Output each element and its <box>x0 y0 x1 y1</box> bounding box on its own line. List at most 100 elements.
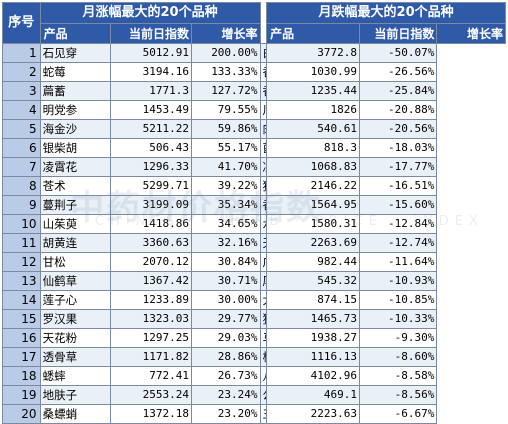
falling-product-index: 3772.8 <box>266 43 361 63</box>
left-col-rate-header: 增长率 <box>191 23 261 44</box>
row-index: 20 <box>2 404 41 424</box>
falling-product-name: 八角茴香 <box>259 366 268 386</box>
falling-product-name: 肉豆蔻 <box>259 119 268 139</box>
rising-product-name: 地肤子 <box>39 385 112 405</box>
rising-product-name: 山茱萸 <box>39 214 112 234</box>
falling-product-index: 1938.27 <box>266 328 361 348</box>
rising-product-name: 莲子心 <box>39 290 112 310</box>
falling-product-index: 1564.95 <box>266 195 361 215</box>
right-table-title: 月跌幅最大的20个品种 <box>266 2 506 24</box>
column-header-row: 产品 当前日指数 增长率 产品 当前日指数 增长率 <box>3 23 506 44</box>
rising-product-rate: 55.17% <box>191 138 261 158</box>
falling-product-name: 公丁香 <box>259 385 268 405</box>
falling-product-name: 狗脊 <box>259 309 268 329</box>
rising-product-index: 1453.49 <box>110 100 192 120</box>
rising-product-index: 1297.25 <box>110 328 192 348</box>
rising-product-index: 3194.16 <box>110 62 192 82</box>
falling-product-name: 白豆蔻 <box>259 43 268 63</box>
rising-product-rate: 34.65% <box>191 214 261 234</box>
rising-product-rate: 29.03% <box>191 328 261 348</box>
row-index: 18 <box>2 366 41 386</box>
rising-product-index: 2070.12 <box>110 252 192 272</box>
row-index: 3 <box>2 81 41 101</box>
rising-product-index: 3199.09 <box>110 195 192 215</box>
rising-product-name: 海金沙 <box>39 119 112 139</box>
rising-product-name: 甘松 <box>39 252 112 272</box>
falling-product-index: 545.32 <box>266 271 361 291</box>
falling-product-index: 4102.96 <box>266 366 361 386</box>
falling-product-name: 蓖麻子 <box>259 138 268 158</box>
rising-product-name: 天花粉 <box>39 328 112 348</box>
rising-product-name: 石见穿 <box>39 43 112 63</box>
rising-product-index: 2553.24 <box>110 385 192 405</box>
falling-product-rate: -20.88% <box>359 100 438 120</box>
rising-product-rate: 200.00% <box>191 43 261 63</box>
falling-product-rate: -50.07% <box>359 43 438 63</box>
rising-product-rate: 59.86% <box>191 119 261 139</box>
rising-product-index: 1323.03 <box>110 309 192 329</box>
row-index: 14 <box>2 290 41 310</box>
falling-product-rate: -10.93% <box>359 271 438 291</box>
rising-product-index: 1171.82 <box>110 347 192 367</box>
row-index: 19 <box>2 385 41 405</box>
row-index: 16 <box>2 328 41 348</box>
falling-product-name: 板蓝根 <box>259 347 268 367</box>
falling-product-rate: -16.51% <box>359 176 438 196</box>
falling-product-index: 540.61 <box>266 119 361 139</box>
falling-product-name: 川牛膝 <box>259 100 268 120</box>
falling-product-rate: -17.77% <box>359 157 438 177</box>
rising-product-index: 3360.63 <box>110 233 192 253</box>
falling-product-name: 厚朴 <box>259 271 268 291</box>
falling-product-rate: -8.58% <box>359 366 438 386</box>
falling-product-index: 469.1 <box>266 385 361 405</box>
rising-product-index: 506.43 <box>110 138 192 158</box>
falling-product-name: 广金钱草 <box>259 252 268 272</box>
falling-product-index: 2263.69 <box>266 233 361 253</box>
left-table-title: 月涨幅最大的20个品种 <box>39 2 261 24</box>
falling-product-name: 天冬 <box>259 233 268 253</box>
falling-product-index: 1580.31 <box>266 214 361 234</box>
falling-product-rate: -8.56% <box>359 385 438 405</box>
row-index: 5 <box>2 119 41 139</box>
row-index: 15 <box>2 309 41 329</box>
row-index: 9 <box>2 195 41 215</box>
falling-product-name: 独活 <box>259 176 268 196</box>
falling-product-rate: -25.84% <box>359 81 438 101</box>
rising-product-rate: 30.71% <box>191 271 261 291</box>
row-index: 11 <box>2 233 41 253</box>
rising-product-name: 蟋蟀 <box>39 366 112 386</box>
falling-product-name: 香薷叶 <box>259 195 268 215</box>
rising-product-name: 蛇莓 <box>39 62 112 82</box>
falling-product-index: 2223.63 <box>266 404 361 424</box>
falling-product-rate: -11.64% <box>359 252 438 272</box>
rising-product-name: 苍术 <box>39 176 112 196</box>
falling-product-index: 818.3 <box>266 138 361 158</box>
rising-product-index: 772.41 <box>110 366 192 386</box>
right-col-product-header: 产品 <box>266 23 361 44</box>
rising-product-name: 凌霄花 <box>39 157 112 177</box>
falling-product-name: 决明子 <box>259 157 268 177</box>
rising-product-rate: 133.33% <box>191 62 261 82</box>
rising-product-index: 5012.91 <box>110 43 192 63</box>
falling-product-rate: -12.74% <box>359 233 438 253</box>
rising-product-rate: 35.34% <box>191 195 261 215</box>
falling-product-rate: -18.03% <box>359 138 438 158</box>
rising-product-name: 银柴胡 <box>39 138 112 158</box>
row-index: 17 <box>2 347 41 367</box>
rising-product-rate: 30.00% <box>191 290 261 310</box>
falling-product-name: 香叶 <box>259 62 268 82</box>
rising-product-rate: 127.72% <box>191 81 261 101</box>
rising-product-name: 胡黄连 <box>39 233 112 253</box>
rising-product-rate: 39.22% <box>191 176 261 196</box>
falling-product-name: 大腹皮 <box>259 290 268 310</box>
falling-product-index: 1235.44 <box>266 81 361 101</box>
rising-product-rate: 32.16% <box>191 233 261 253</box>
